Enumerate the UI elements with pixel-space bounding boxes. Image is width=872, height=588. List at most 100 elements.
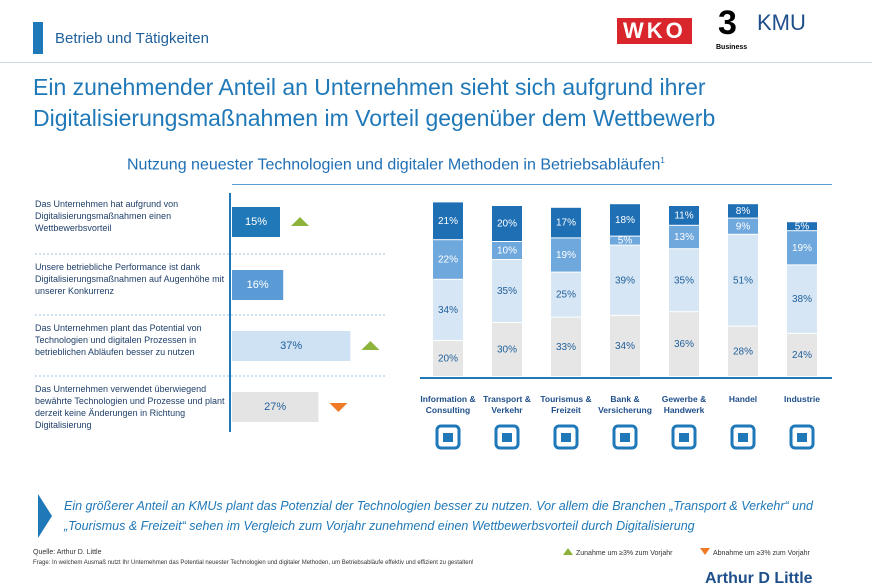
value-label: 21% — [438, 216, 458, 227]
bar-segment — [492, 242, 522, 259]
bar-segment — [551, 317, 581, 376]
category-label: Industrie — [784, 394, 820, 404]
summary-marker — [38, 494, 52, 538]
legend-up-marker — [563, 548, 573, 555]
bar — [232, 207, 280, 237]
category-label: Tourismus & Freizeit — [540, 394, 592, 415]
subtitle-note: 1 — [660, 156, 665, 165]
bar-segment — [492, 206, 522, 241]
category-label: Bank & Versicherung — [598, 394, 652, 415]
legend-down-marker — [700, 548, 710, 555]
bar-segment — [787, 222, 817, 231]
value-label: 35% — [497, 286, 517, 297]
bar — [232, 392, 319, 422]
bar-segment — [787, 333, 817, 376]
trend-up — [361, 341, 380, 350]
value-label: 17% — [556, 218, 576, 229]
subtitle: Nutzung neuester Technologien und digita… — [127, 156, 665, 174]
logo-business: Business — [716, 44, 748, 51]
value-label: 20% — [497, 219, 517, 230]
value-label: 37% — [280, 340, 302, 352]
bar — [232, 331, 351, 361]
category-label: Information & Consulting — [420, 394, 476, 415]
bar-segment — [669, 312, 699, 376]
bar-segment — [433, 341, 463, 376]
footer-logo: Arthur D Little — [705, 570, 813, 587]
category-icon — [553, 424, 579, 450]
value-label: 15% — [245, 216, 267, 228]
value-label: 13% — [674, 232, 694, 243]
title: Ein zunehmender Anteil an Unternehmen si… — [33, 74, 716, 131]
value-label: 19% — [556, 250, 576, 261]
category-icon — [730, 424, 756, 450]
legend-up: Zunahme um ≥3% zum Vorjahr — [563, 548, 672, 557]
value-label: 33% — [556, 342, 576, 353]
bar-segment — [728, 204, 758, 218]
bar-segment — [669, 249, 699, 312]
category-label: Das Unternehmen plant das Potential von … — [35, 323, 202, 357]
value-label: 27% — [264, 401, 286, 413]
value-label: 16% — [247, 279, 269, 291]
category-label: Das Unternehmen hat aufgrund von Digital… — [35, 199, 179, 233]
icon-shape — [620, 433, 630, 442]
value-label: 39% — [615, 275, 635, 286]
bar-segment — [492, 260, 522, 322]
category-label: Gewerbe & Handwerk — [661, 394, 707, 415]
source: Quelle: Arthur D. Little — [33, 549, 102, 556]
bar-segment — [433, 202, 463, 240]
subtitle-rule — [232, 184, 832, 185]
icon-shape — [738, 433, 748, 442]
icon-shape — [443, 433, 453, 442]
bar-segment — [610, 236, 640, 245]
summary: Ein größerer Anteil an KMUs plant das Po… — [64, 499, 814, 533]
header-rule — [0, 62, 872, 63]
bar-segment — [551, 238, 581, 272]
value-label: 30% — [497, 345, 517, 356]
value-label: 5% — [618, 236, 633, 247]
category-label: Handel — [728, 394, 758, 404]
value-label: 10% — [497, 246, 517, 257]
icon-shape — [502, 433, 512, 442]
value-label: 20% — [438, 354, 458, 365]
category-icon — [435, 424, 461, 450]
value-label: 35% — [674, 275, 694, 286]
trend-up — [291, 217, 309, 226]
bar — [232, 270, 284, 300]
value-label: 22% — [438, 255, 458, 266]
icon-shape — [671, 424, 697, 450]
logo-wko: WKO — [617, 18, 692, 44]
bar-segment — [551, 272, 581, 317]
logo-three: 3 — [718, 4, 737, 42]
category-label: Das Unternehmen verwendet überwiegend be… — [35, 384, 225, 430]
legend-down-text: Abnahme um ≥3% zum Vorjahr — [713, 550, 810, 557]
bar-segment — [669, 225, 699, 249]
category-icon — [789, 424, 815, 450]
bar-segment — [728, 218, 758, 234]
value-label: 19% — [792, 243, 812, 254]
icon-shape — [797, 433, 807, 442]
bar-segment — [610, 315, 640, 376]
value-label: 51% — [733, 275, 753, 286]
bar-segment — [787, 231, 817, 265]
value-label: 11% — [674, 211, 693, 222]
category-icon — [612, 424, 638, 450]
category-icon — [671, 424, 697, 450]
value-label: 18% — [615, 215, 635, 226]
subtitle-text: Nutzung neuester Technologien und digita… — [127, 156, 661, 174]
icon-shape — [553, 424, 579, 450]
icon-shape — [435, 424, 461, 450]
bar-segment — [433, 279, 463, 340]
trend-down — [329, 403, 348, 412]
bar-segment — [551, 207, 581, 238]
bar-segment — [610, 245, 640, 315]
icon-shape — [494, 424, 520, 450]
icon-shape — [561, 433, 571, 442]
bar-segment — [433, 240, 463, 279]
legend-up-text: Zunahme um ≥3% zum Vorjahr — [576, 550, 673, 557]
icon-shape — [679, 433, 689, 442]
section-title: Betrieb und Tätigkeiten — [55, 30, 209, 47]
note: Frage: In welchem Ausmaß nutzt Ihr Unter… — [33, 560, 474, 566]
value-label: 8% — [736, 206, 751, 217]
bar-segment — [492, 323, 522, 376]
